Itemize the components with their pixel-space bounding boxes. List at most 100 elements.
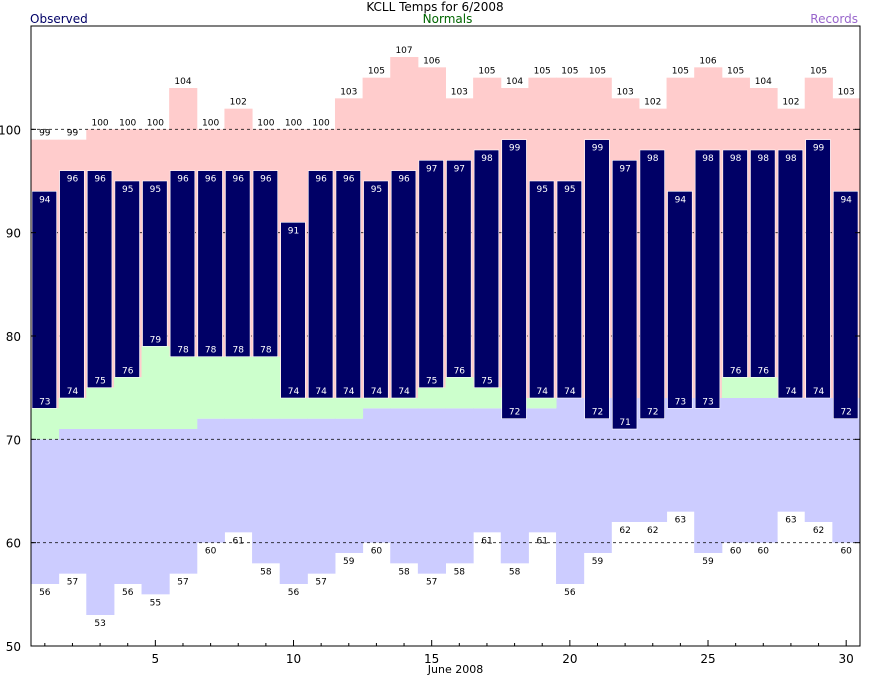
observed-high-label-day-5: 95	[150, 185, 161, 195]
observed-low-label-day-3: 75	[94, 377, 105, 387]
record-high-label-day-20: 105	[561, 67, 578, 77]
record-low-band-day-6	[169, 429, 198, 574]
observed-bar-day-10	[280, 222, 306, 399]
record-high-label-day-22: 103	[617, 87, 634, 97]
record-high-label-day-30: 103	[838, 87, 855, 97]
observed-high-label-day-22: 97	[619, 164, 630, 174]
record-low-label-day-22: 62	[619, 526, 630, 536]
observed-low-label-day-24: 73	[675, 397, 686, 407]
record-low-band-day-25	[694, 398, 723, 553]
observed-bar-day-6	[169, 170, 196, 357]
record-low-label-day-30: 60	[840, 547, 852, 557]
record-high-label-day-1: 99	[39, 129, 51, 139]
normal-band-day-16	[445, 377, 474, 409]
observed-bar-day-1	[31, 191, 57, 409]
observed-low-label-day-7: 78	[205, 346, 217, 356]
observed-high-label-day-10: 91	[288, 226, 299, 236]
normal-band-day-19	[528, 398, 557, 409]
x-tick-label-25: 25	[700, 652, 715, 666]
record-low-band-day-19	[528, 408, 557, 533]
observed-high-label-day-7: 96	[205, 175, 217, 185]
observed-high-label-day-25: 98	[702, 154, 714, 164]
observed-low-label-day-8: 78	[233, 346, 245, 356]
record-high-label-day-9: 100	[257, 118, 274, 128]
record-low-band-day-5	[141, 429, 170, 595]
observed-low-label-day-4: 76	[122, 366, 134, 376]
observed-low-label-day-19: 74	[536, 387, 548, 397]
record-high-label-day-26: 105	[727, 67, 744, 77]
normal-band-day-1	[31, 408, 60, 440]
observed-high-label-day-19: 95	[536, 185, 547, 195]
observed-low-label-day-14: 74	[398, 387, 410, 397]
observed-high-label-day-15: 97	[426, 164, 437, 174]
normal-band-day-2	[58, 398, 87, 429]
record-low-band-day-17	[473, 408, 502, 533]
observed-high-label-day-3: 96	[94, 175, 106, 185]
observed-low-label-day-28: 74	[785, 387, 797, 397]
observed-high-label-day-18: 99	[509, 144, 521, 154]
observed-low-label-day-6: 78	[177, 346, 189, 356]
record-low-band-day-24	[666, 398, 695, 512]
record-low-band-day-30	[832, 398, 861, 543]
observed-low-label-day-13: 74	[371, 387, 383, 397]
observed-high-label-day-6: 96	[177, 175, 189, 185]
observed-bar-day-29	[805, 139, 831, 399]
observed-high-label-day-30: 94	[840, 195, 852, 205]
record-high-label-day-18: 104	[506, 77, 523, 87]
observed-low-label-day-29: 74	[813, 387, 825, 397]
record-low-band-day-29	[804, 398, 833, 522]
record-low-band-day-10	[279, 418, 308, 584]
record-low-label-day-23: 62	[647, 526, 658, 536]
record-low-label-day-19: 61	[536, 536, 547, 546]
record-low-band-day-7	[196, 418, 225, 543]
observed-bar-day-12	[335, 170, 361, 399]
record-low-label-day-21: 59	[592, 557, 604, 567]
record-high-label-day-6: 104	[174, 77, 191, 87]
axes: 50 60 70 80 90 100 5 10 15 20 25 30 June 2008	[0, 25, 861, 676]
observed-low-label-day-5: 79	[150, 335, 162, 345]
record-high-label-day-25: 106	[699, 56, 716, 66]
record-high-label-day-17: 105	[478, 67, 495, 77]
record-low-label-day-1: 56	[39, 588, 51, 598]
observed-high-label-day-26: 98	[730, 154, 742, 164]
record-high-label-day-21: 105	[589, 67, 606, 77]
record-high-label-day-29: 105	[810, 67, 827, 77]
observed-bar-day-21	[584, 139, 610, 419]
normal-band-day-8	[224, 356, 253, 419]
normal-band-day-7	[196, 356, 225, 419]
record-high-label-day-24: 105	[672, 67, 689, 77]
observed-bar-day-4	[114, 180, 140, 378]
record-high-label-day-27: 104	[755, 77, 772, 87]
normal-band-day-3	[86, 387, 115, 429]
observed-bar-day-17	[473, 149, 500, 388]
x-tick-label-10: 10	[286, 652, 301, 666]
legend-records: Records	[810, 12, 858, 26]
observed-bar-day-19	[529, 180, 555, 399]
record-low-band-day-4	[113, 429, 143, 584]
observed-low-label-day-27: 76	[758, 366, 770, 376]
record-low-band-day-11	[307, 418, 336, 574]
normal-band-day-13	[362, 398, 391, 409]
record-high-label-day-4: 100	[119, 118, 136, 128]
observed-low-label-day-18: 72	[509, 408, 520, 418]
record-high-label-day-28: 102	[782, 98, 799, 108]
record-low-label-day-16: 58	[454, 567, 466, 577]
record-low-label-day-27: 60	[758, 547, 770, 557]
x-tick-label-15: 15	[424, 652, 439, 666]
record-low-label-day-11: 57	[315, 578, 326, 588]
record-low-label-day-5: 55	[150, 598, 161, 608]
value-labels: 94 73 99 56 96 74 99 57 96 75 100 53 95 76 100 56 95 79 10…	[39, 46, 855, 629]
observed-bar-day-2	[59, 170, 85, 399]
record-low-label-day-2: 57	[67, 578, 78, 588]
observed-high-label-day-24: 94	[675, 195, 687, 205]
observed-low-label-day-25: 73	[702, 397, 713, 407]
record-low-band-day-14	[390, 408, 419, 564]
record-high-label-day-7: 100	[202, 118, 219, 128]
record-high-label-day-19: 105	[534, 67, 551, 77]
record-high-label-day-8: 102	[230, 98, 247, 108]
observed-high-label-day-2: 96	[67, 175, 79, 185]
observed-bar-day-30	[833, 191, 859, 419]
observed-high-label-day-27: 98	[758, 154, 770, 164]
observed-low-label-day-11: 74	[315, 387, 327, 397]
y-tick-label-50: 50	[6, 640, 21, 654]
